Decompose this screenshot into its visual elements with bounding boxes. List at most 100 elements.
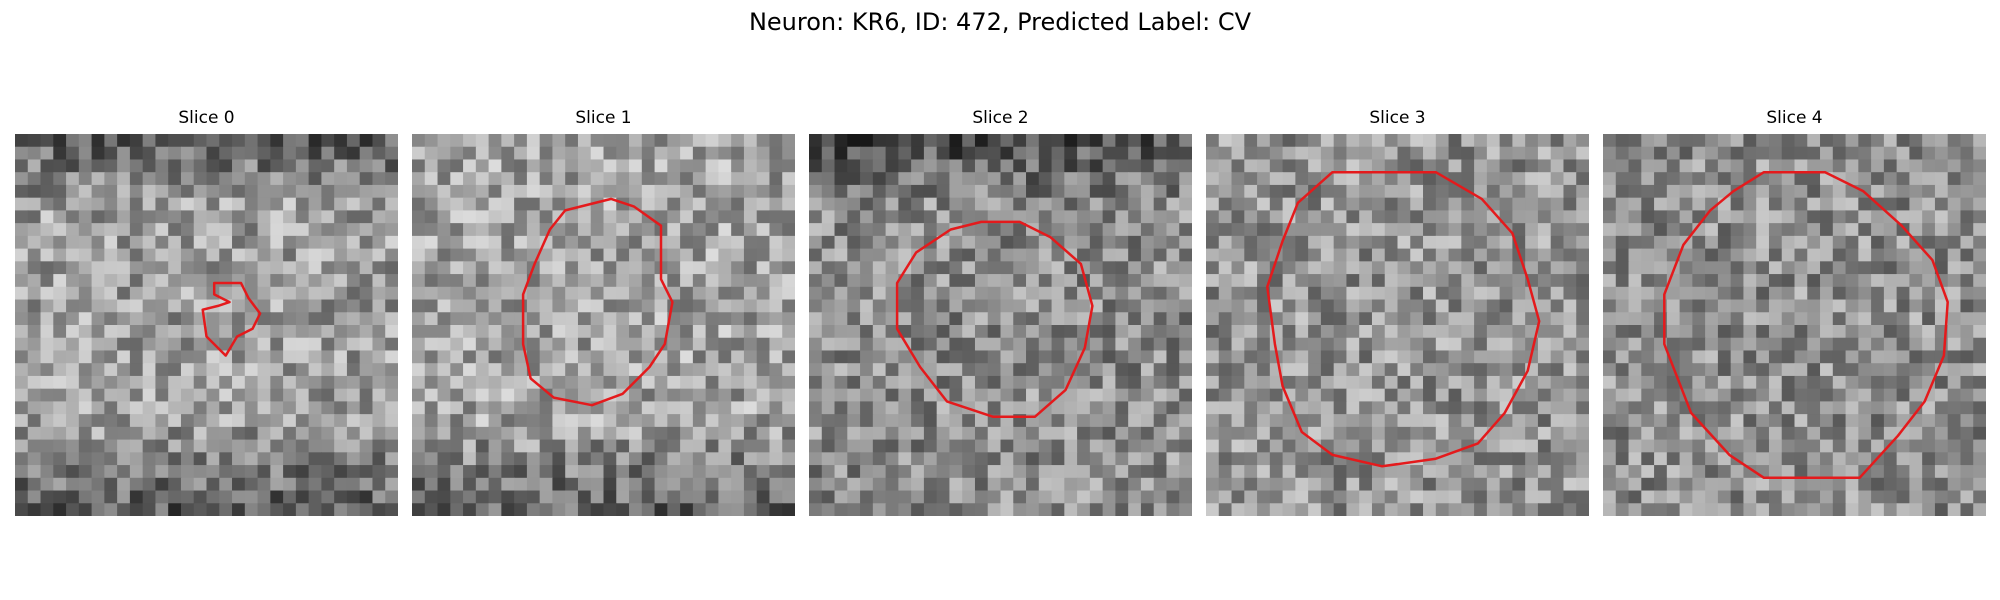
pixel-tile	[334, 210, 348, 224]
pixel-tile	[117, 452, 131, 466]
pixel-tile	[1166, 477, 1180, 492]
pixel-tile	[885, 172, 899, 186]
pixel-tile	[1333, 312, 1348, 326]
pixel-tile	[514, 490, 528, 504]
pixel-tile	[1474, 146, 1488, 161]
pixel-tile	[923, 350, 938, 364]
pixel-tile	[809, 261, 823, 275]
pixel-tile	[1692, 477, 1706, 492]
pixel-tile	[142, 490, 157, 504]
pixel-tile	[1896, 159, 1910, 173]
pixel-tile	[1384, 401, 1399, 415]
pixel-tile	[104, 223, 118, 237]
pixel-tile	[1563, 274, 1577, 288]
pixel-tile	[718, 388, 732, 402]
pixel-tile	[1346, 388, 1360, 402]
pixel-tile	[885, 325, 899, 339]
pixel-tile	[91, 503, 105, 516]
pixel-tile	[641, 312, 656, 326]
pixel-tile	[321, 337, 335, 352]
pixel-tile	[1435, 363, 1450, 377]
pixel-tile	[1603, 426, 1617, 441]
pixel-tile	[155, 477, 169, 492]
pixel-tile	[117, 134, 131, 148]
pixel-tile	[450, 261, 464, 275]
pixel-tile	[1077, 452, 1091, 466]
pixel-tile	[437, 388, 451, 402]
pixel-tile	[1026, 490, 1040, 504]
pixel-tile	[1794, 375, 1808, 390]
pixel-tile	[15, 146, 29, 161]
pixel-tile	[475, 312, 490, 326]
pixel-tile	[424, 490, 439, 504]
pixel-tile	[1089, 312, 1104, 326]
pixel-tile	[1000, 325, 1014, 339]
pixel-tile	[206, 490, 220, 504]
pixel-tile	[463, 452, 477, 466]
pixel-tile	[1231, 172, 1245, 186]
pixel-tile	[629, 375, 643, 390]
pixel-tile	[577, 452, 592, 466]
pixel-tile	[1603, 134, 1617, 148]
pixel-tile	[1781, 223, 1796, 237]
pixel-tile	[308, 490, 322, 504]
pixel-tile	[526, 184, 541, 199]
pixel-tile	[1909, 337, 1923, 352]
pixel-tile	[1922, 312, 1936, 326]
pixel-tile	[1397, 439, 1411, 453]
pixel-tile	[1397, 503, 1411, 516]
pixel-tile	[1244, 337, 1258, 352]
pixel-tile	[91, 439, 105, 453]
pixel-tile	[372, 134, 386, 148]
pixel-tile	[66, 465, 80, 479]
pixel-tile	[1537, 146, 1552, 161]
pixel-tile	[1858, 325, 1872, 339]
pixel-tile	[501, 223, 515, 237]
pixel-tile	[308, 248, 322, 262]
pixel-tile	[270, 325, 284, 339]
pixel-tile	[295, 337, 310, 352]
pixel-tile	[911, 184, 925, 199]
pixel-tile	[539, 197, 554, 211]
pixel-tile	[1461, 235, 1475, 250]
pixel-tile	[1603, 223, 1617, 237]
pixel-tile	[1550, 426, 1565, 441]
pixel-tile	[1308, 325, 1322, 339]
pixel-tile	[27, 490, 42, 504]
pixel-tile	[437, 159, 451, 173]
pixel-tile	[1102, 503, 1116, 516]
pixel-tile	[372, 350, 386, 364]
pixel-tile	[1730, 235, 1745, 250]
pixel-tile	[372, 197, 386, 211]
pixel-tile	[1359, 350, 1373, 364]
pixel-tile	[463, 503, 477, 516]
pixel-tile	[872, 184, 887, 199]
pixel-tile	[923, 439, 938, 453]
pixel-tile	[232, 388, 246, 402]
pixel-tile	[168, 261, 182, 275]
pixel-tile	[1525, 465, 1539, 479]
pixel-tile	[552, 325, 566, 339]
pixel-tile	[244, 261, 259, 275]
pixel-tile	[629, 439, 643, 453]
pixel-tile	[1486, 375, 1501, 390]
pixel-tile	[1038, 414, 1053, 428]
pixel-tile	[667, 325, 681, 339]
pixel-tile	[27, 134, 42, 148]
pixel-tile	[283, 172, 297, 186]
pixel-tile	[1537, 490, 1552, 504]
pixel-tile	[1179, 414, 1192, 428]
pixel-tile	[1794, 401, 1808, 415]
pixel-tile	[1218, 184, 1233, 199]
pixel-tile	[782, 401, 795, 415]
pixel-tile	[1064, 465, 1078, 479]
pixel-tile	[936, 299, 951, 313]
pixel-tile	[1960, 248, 1974, 262]
pixel-tile	[1013, 286, 1027, 301]
pixel-tile	[1537, 286, 1552, 301]
pixel-tile	[718, 503, 732, 516]
pixel-tile	[1960, 159, 1974, 173]
pixel-tile	[1666, 503, 1681, 516]
pixel-tile	[654, 477, 668, 492]
pixel-tile	[270, 159, 284, 173]
